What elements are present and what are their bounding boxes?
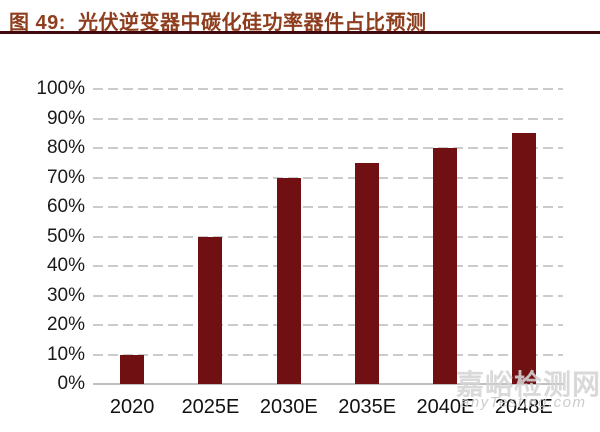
bar [198, 236, 223, 384]
x-tick-label: 2025E [181, 396, 240, 418]
x-tick-label: 2048E [494, 396, 553, 418]
gridline [93, 353, 563, 356]
x-axis-labels: 2020 2025E 2030E 2035E 2040E 2048E [93, 396, 563, 419]
y-tick-label: 0% [57, 373, 85, 394]
gridline [93, 235, 563, 238]
y-tick-label: 60% [46, 196, 85, 217]
plot-area [93, 88, 563, 385]
y-tick-label: 30% [46, 284, 85, 306]
bar-column [406, 89, 484, 384]
gridline [93, 294, 563, 297]
figure-number-label: 图 49: [9, 12, 66, 34]
bar-column [250, 89, 328, 384]
bar [433, 148, 458, 384]
gridline [93, 117, 563, 120]
bar [120, 354, 145, 384]
y-tick-label: 80% [46, 137, 85, 158]
figure-title: 光伏逆变器中碳化硅功率器件占比预测 [77, 12, 427, 34]
bar-column [485, 89, 563, 384]
y-tick-label: 20% [46, 314, 85, 335]
x-tick-label: 2035E [338, 396, 397, 418]
bar-column [328, 89, 406, 384]
gridline [93, 147, 563, 149]
x-axis-line [93, 383, 563, 385]
y-tick-label: 50% [46, 225, 85, 247]
bar-column [171, 89, 249, 384]
y-tick-label: 100% [36, 78, 85, 99]
gridline [93, 176, 563, 179]
y-tick-label: 90% [46, 107, 85, 129]
figure-title-line: 图 49: 光伏逆变器中碳化硅功率器件占比预测 [9, 6, 426, 35]
bar [355, 162, 380, 384]
bar [511, 133, 536, 384]
x-tick-label: 2020 [109, 396, 155, 418]
y-tick-label: 40% [46, 255, 85, 276]
gridline [93, 88, 563, 90]
gridline [93, 265, 563, 267]
gridline [93, 206, 563, 208]
bar-column [93, 89, 171, 384]
y-tick-label: 10% [46, 343, 85, 365]
x-tick-label: 2040E [416, 396, 475, 418]
x-tick-label: 2030E [259, 396, 318, 418]
bar [276, 177, 301, 384]
y-tick-label: 70% [46, 166, 85, 188]
gridline [93, 324, 563, 326]
bars-group [93, 89, 563, 384]
title-underline [0, 31, 600, 34]
